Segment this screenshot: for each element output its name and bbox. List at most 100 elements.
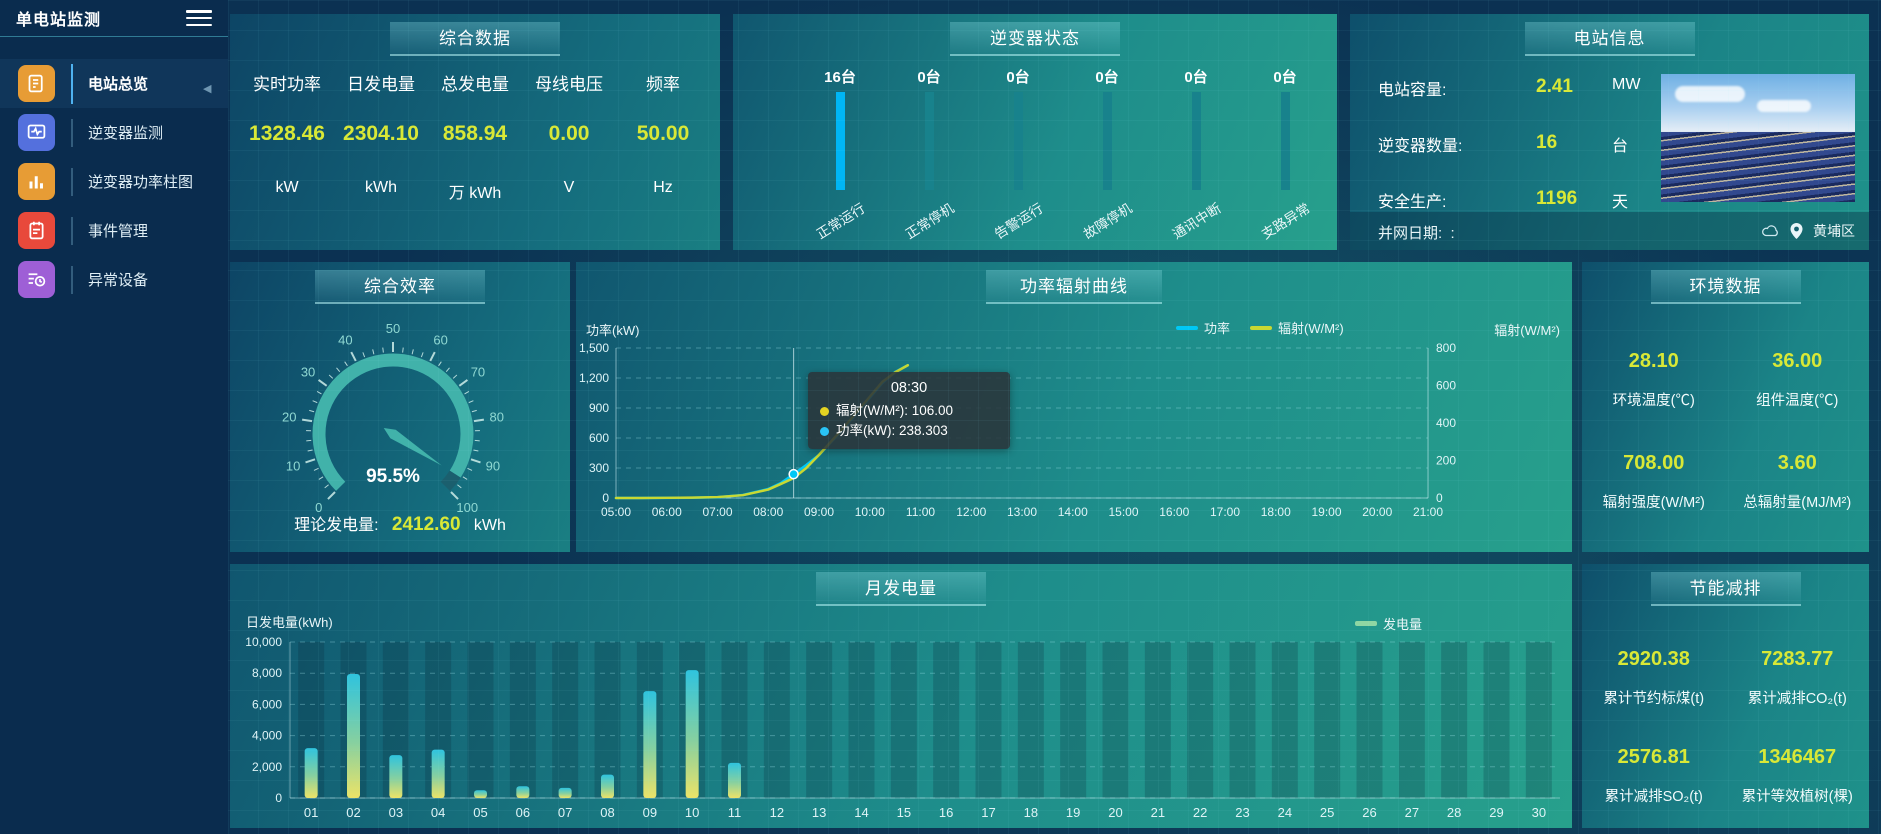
metric-cell: 2920.38 累计节约标煤(t) <box>1582 648 1726 708</box>
svg-text:800: 800 <box>1436 341 1456 355</box>
inverter-status-bar[interactable] <box>1192 92 1201 190</box>
svg-text:15: 15 <box>897 805 911 820</box>
saving-metrics: 2920.38 累计节约标煤(t) 7283.77 累计减排CO₂(t) 2576.81… <box>1582 648 1869 806</box>
metric-cell: 708.00 辐射强度(W/M²) <box>1582 452 1726 512</box>
metric-label: 母线电压 <box>535 75 603 94</box>
svg-text:10:00: 10:00 <box>855 505 885 519</box>
location-pin-icon[interactable] <box>1790 223 1803 239</box>
svg-text:30: 30 <box>301 364 315 379</box>
station-info-footer: 并网日期: : 黄埔区 <box>1350 212 1869 250</box>
sidebar-item-event-management[interactable]: 事件管理 <box>0 206 228 255</box>
svg-text:900: 900 <box>589 401 609 415</box>
weather-cloud-icon <box>1762 225 1778 237</box>
station-row-label: 安全生产: <box>1378 194 1447 211</box>
metric-value: 708.00 <box>1623 452 1685 474</box>
sidebar-menu: 电站总览逆变器监测逆变器功率柱图事件管理异常设备 <box>0 59 228 304</box>
inverter-status-bar[interactable] <box>1281 92 1290 190</box>
station-row-unit: 天 <box>1612 194 1629 211</box>
station-row-value: 1196 <box>1536 188 1578 209</box>
legend-swatch <box>1250 325 1273 330</box>
tooltip-row: 功率(kW): 238.303 <box>820 421 998 441</box>
panel-environment-title: 环境数据 <box>1650 270 1801 304</box>
sidebar-item-inverter-monitor[interactable]: 逆变器监测 <box>0 108 228 157</box>
svg-text:11: 11 <box>728 805 742 820</box>
svg-text:13: 13 <box>812 805 826 820</box>
legend-item[interactable]: 发电量 <box>1354 614 1422 633</box>
svg-text:0: 0 <box>275 791 282 805</box>
svg-text:70: 70 <box>471 364 485 379</box>
event-icon <box>18 212 55 249</box>
inverter-status-bar[interactable] <box>1014 92 1023 190</box>
station-row-label: 逆变器数量: <box>1378 138 1463 155</box>
monthly-generation-chart[interactable]: 0 2,000 4,000 6,000 8,000 10,000 01 02 03 04 05 06 0… <box>230 564 1572 828</box>
svg-text:60: 60 <box>433 332 447 347</box>
panel-inverter-status-title: 逆变器状态 <box>950 22 1120 56</box>
summary-metrics: 实时功率 1328.46 kW 日发电量 2304.10 kWh 总发电量 858.94 万 k… <box>240 14 710 250</box>
station-info-row: 逆变器数量: 16 台 <box>1350 132 1869 156</box>
svg-text:24: 24 <box>1278 805 1292 820</box>
inverter-status-bar[interactable] <box>925 92 934 190</box>
svg-text:50: 50 <box>386 321 400 336</box>
svg-text:19:00: 19:00 <box>1311 505 1341 519</box>
station-photo <box>1661 74 1855 202</box>
inverter-status-bar[interactable] <box>1103 92 1112 190</box>
item-divider <box>71 167 73 196</box>
svg-text:15:00: 15:00 <box>1108 505 1138 519</box>
summary-metric: 母线电压 0.00 V <box>522 14 616 250</box>
sidebar-item-label: 异常设备 <box>88 272 149 289</box>
abnormal-icon <box>18 261 55 298</box>
metric-cell: 36.00 组件温度(℃) <box>1726 350 1870 410</box>
svg-text:18:00: 18:00 <box>1261 505 1291 519</box>
inverter-count: 16台 <box>824 69 856 86</box>
inverter-count: 0台 <box>1095 69 1119 86</box>
svg-text:30: 30 <box>1532 805 1546 820</box>
tooltip-time: 08:30 <box>890 380 928 396</box>
inverter-count: 0台 <box>1273 69 1297 86</box>
panel-environment: 环境数据 28.10 环境温度(℃) 36.00 组件温度(℃) 708.00 辐射强度(… <box>1582 262 1869 552</box>
summary-metric: 总发电量 858.94 万 kWh <box>428 14 522 250</box>
svg-text:07: 07 <box>558 805 572 820</box>
efficiency-gauge-chart[interactable]: 0 10 20 30 40 50 60 70 80 90 100 95.5% <box>230 262 570 552</box>
svg-text:600: 600 <box>1436 379 1456 393</box>
sidebar-item-label: 逆变器监测 <box>88 125 164 142</box>
panel-saving: 节能减排 2920.38 累计节约标煤(t) 7283.77 累计减排CO₂(t) 25… <box>1582 564 1869 828</box>
summary-metric: 实时功率 1328.46 kW <box>240 14 334 250</box>
svg-text:04: 04 <box>431 805 445 820</box>
station-row-unit: 台 <box>1612 138 1629 155</box>
station-row-unit: MW <box>1612 76 1641 93</box>
power-bars-icon <box>18 163 55 200</box>
left-axis-title: 功率(kW) <box>586 323 640 338</box>
svg-text:1,500: 1,500 <box>579 341 609 355</box>
item-divider <box>71 216 73 245</box>
inverter-monitor-icon <box>18 114 55 151</box>
inverter-status-bar[interactable] <box>836 92 845 190</box>
panel-station-info-title: 电站信息 <box>1524 22 1695 56</box>
tooltip-series-dot <box>820 406 829 416</box>
svg-text:26: 26 <box>1362 805 1376 820</box>
panel-saving-title: 节能减排 <box>1650 572 1801 606</box>
svg-text:25: 25 <box>1320 805 1334 820</box>
sidebar-item-overview[interactable]: 电站总览 <box>0 59 228 108</box>
svg-text:19: 19 <box>1066 805 1080 820</box>
legend-item[interactable]: 辐射(W/M²) <box>1250 318 1344 337</box>
power-radiation-chart[interactable]: 0 300 600 900 1,200 1,500 0 200 400 600 800 05:00 06… <box>576 262 1572 552</box>
metric-value: 50.00 <box>636 122 690 145</box>
environment-metrics: 28.10 环境温度(℃) 36.00 组件温度(℃) 708.00 辐射强度(W/M²)… <box>1582 350 1869 512</box>
metric-value: 858.94 <box>442 122 508 145</box>
svg-text:21: 21 <box>1151 805 1165 820</box>
svg-text:12:00: 12:00 <box>956 505 986 519</box>
sidebar-item-inverter-power-bars[interactable]: 逆变器功率柱图 <box>0 157 228 206</box>
svg-text:02: 02 <box>346 805 360 820</box>
metric-value: 2576.81 <box>1617 746 1690 768</box>
hamburger-menu-icon[interactable] <box>186 10 212 26</box>
sidebar-item-abnormal-devices[interactable]: 异常设备 <box>0 255 228 304</box>
inverter-status-bars[interactable]: 16台 正常运行 0台 正常停机 0台 告警运行 0台 故障停机 0台 通讯中断 0台 支路异常 <box>733 14 1337 250</box>
tooltip-series-dot <box>820 426 829 436</box>
svg-text:08:00: 08:00 <box>753 505 783 519</box>
sidebar-collapse-icon[interactable]: ◀ <box>203 83 212 95</box>
svg-text:100: 100 <box>456 500 478 515</box>
sidebar-item-label: 逆变器功率柱图 <box>88 174 194 191</box>
svg-text:03: 03 <box>389 805 403 820</box>
svg-text:17:00: 17:00 <box>1210 505 1240 519</box>
legend-item[interactable]: 功率 <box>1176 318 1230 337</box>
